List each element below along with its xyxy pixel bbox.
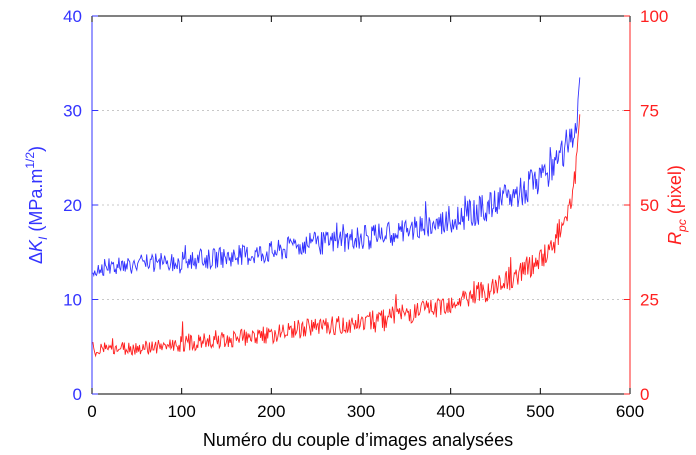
y-left-tick-label: 30: [63, 102, 82, 121]
x-axis-title: Numéro du couple d’images analysées: [203, 430, 513, 450]
y-left-tick-label: 40: [63, 7, 82, 26]
k-subscript: I: [36, 236, 50, 240]
x-tick-label: 400: [436, 402, 464, 421]
left-unit-close: ): [26, 146, 46, 152]
y-right-tick-label: 50: [640, 196, 659, 215]
y-left-tick-label: 0: [73, 385, 82, 404]
y-right-tick-label: 0: [640, 385, 649, 404]
left-unit: (MPa.m: [26, 169, 46, 237]
x-tick-label: 100: [167, 402, 195, 421]
r-symbol: R: [665, 232, 685, 245]
series-line-right: [92, 114, 581, 358]
series-line-left: [92, 77, 581, 278]
x-tick-label: 300: [347, 402, 375, 421]
x-tick-label: 0: [87, 402, 96, 421]
y-axis-left-title: ΔKI (MPa.m1/2): [23, 146, 50, 264]
left-unit-exponent: 1/2: [23, 152, 37, 169]
x-tick-label: 200: [257, 402, 285, 421]
right-unit: (pixel): [665, 165, 685, 219]
x-tick-label: 600: [616, 402, 644, 421]
y-left-tick-label: 10: [63, 291, 82, 310]
y-right-tick-label: 25: [640, 291, 659, 310]
r-subscript: pc: [675, 219, 689, 233]
y-right-tick-label: 75: [640, 102, 659, 121]
y-left-tick-label: 20: [63, 196, 82, 215]
series-group: [92, 77, 581, 358]
grid-lines: [92, 110, 630, 300]
k-symbol: K: [26, 239, 46, 252]
x-tick-label: 500: [526, 402, 554, 421]
y-axis-right-title: Rpc (pixel): [665, 165, 689, 245]
y-right-tick-label: 100: [640, 7, 668, 26]
delta-symbol: Δ: [26, 252, 46, 264]
